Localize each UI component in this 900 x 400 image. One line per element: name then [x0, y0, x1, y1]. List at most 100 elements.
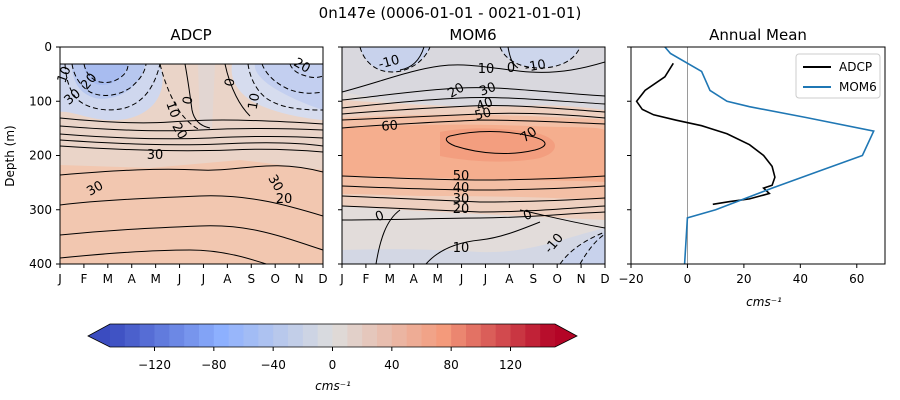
colorbar-cell — [525, 324, 541, 347]
colorbar-cell — [184, 324, 200, 347]
colorbar-cell — [540, 324, 556, 347]
colorbar-cell — [154, 324, 170, 347]
mom6-xtick-label: M — [432, 272, 442, 286]
colorbar-outline — [87, 323, 578, 348]
adcp-clabel-12: 20 — [276, 192, 293, 207]
colorbar-label: cms⁻¹ — [315, 379, 351, 393]
mom6-xtick-label: A — [505, 272, 514, 286]
mom6-contour-lines — [342, 47, 605, 264]
mom6-xtick-label: J — [483, 272, 488, 286]
colorbar-cell — [273, 324, 289, 347]
mom6-clabel-1: -10 — [377, 53, 401, 73]
adcp-clabel-4: 0 — [180, 95, 196, 106]
adcp-title: ADCP — [170, 26, 211, 44]
colorbar-tick-label: 40 — [384, 358, 399, 372]
colorbar-cell — [362, 324, 378, 347]
series-line-mom6 — [664, 47, 875, 264]
mom6-xtick-label: M — [385, 272, 395, 286]
mom6-clabel-12: 40 — [453, 181, 470, 196]
mom6-clabel-8: 50 — [473, 105, 493, 124]
annual-xtick-label: 60 — [849, 272, 864, 286]
mom6-xtick-label: J — [459, 272, 464, 286]
depth-tick-label: 300 — [29, 203, 52, 217]
adcp-negative-contours — [64, 63, 323, 131]
adcp-xtick-label: J — [177, 272, 182, 286]
adcp-y-axis: 0 100 200 300 400 — [29, 40, 60, 271]
mom6-clabel-11: 50 — [453, 169, 470, 184]
mom6-title: MOM6 — [449, 26, 496, 44]
legend-mom6-label: MOM6 — [839, 80, 877, 94]
adcp-xtick-label: A — [128, 272, 137, 286]
mom6-xtick-label: O — [552, 272, 561, 286]
adcp-clabel-10: 0 — [222, 77, 238, 88]
annual-xtick-label: 20 — [736, 272, 751, 286]
adcp-clabel-13: 30 — [84, 178, 106, 199]
adcp-xtick-label: M — [150, 272, 160, 286]
colorbar-cell — [317, 324, 333, 347]
colorbar-cell — [213, 324, 230, 347]
annual-xtick-label: −20 — [618, 272, 643, 286]
depth-tick-label: 100 — [29, 94, 52, 108]
colorbar-cell — [139, 324, 155, 347]
series-line-adcp — [635, 62, 776, 206]
depth-tick-label: 400 — [29, 257, 52, 271]
colorbar-cell — [228, 324, 244, 347]
colorbar-extend-high — [555, 324, 577, 347]
mom6-clabel-6: 30 — [477, 80, 498, 100]
adcp-clabel-5: 10 — [162, 99, 182, 120]
colorbar-cell — [347, 324, 363, 347]
legend: ADCP MOM6 — [795, 53, 881, 99]
colorbar-tick-label: 0 — [329, 358, 337, 372]
adcp-clabel-7: 30 — [147, 148, 164, 163]
mom6-clabel-9: 60 — [381, 118, 399, 134]
colorbar-cell — [451, 324, 467, 347]
annual-xlabel: cms⁻¹ — [746, 295, 782, 309]
colorbar-extend-low — [88, 324, 110, 347]
colorbar-cell — [288, 324, 304, 347]
colorbar-cell — [436, 324, 452, 347]
annual-plot-area — [635, 47, 875, 264]
annual-panel: Annual Mean −20 0 20 40 60 cms⁻¹ ADCP MOM6 — [618, 26, 886, 309]
mom6-xtick-label: J — [339, 272, 344, 286]
annual-y-axis — [627, 46, 631, 265]
mom6-clabel-7: 40 — [474, 95, 495, 115]
mom6-clabel-4: -10 — [524, 57, 548, 75]
colorbar-cell — [466, 324, 482, 347]
mom6-clabel-18: 10 — [453, 241, 470, 256]
suptitle: 0n147e (0006-01-01 - 0021-01-01) — [319, 4, 582, 22]
adcp-xtick-label: F — [80, 272, 87, 286]
annual-xtick-label: 40 — [793, 272, 808, 286]
colorbar-ticks: −120 −80 −40 0 40 80 120 — [138, 347, 522, 372]
adcp-xtick-label: N — [295, 272, 304, 286]
adcp-panel: ADCP — [3, 26, 328, 286]
adcp-clabel-6: 20 — [168, 120, 189, 142]
mom6-clabel-13: 30 — [453, 192, 470, 207]
annual-title: Annual Mean — [709, 26, 807, 44]
colorbar: −120 −80 −40 0 40 80 120 cms⁻¹ — [87, 323, 578, 393]
adcp-clabel-11: 30 — [264, 172, 285, 194]
depth-tick-label: 0 — [44, 40, 52, 54]
adcp-xtick-label: J — [201, 272, 206, 286]
colorbar-cell — [258, 324, 274, 347]
colorbar-cell — [332, 324, 348, 347]
depth-axis-label: Depth (m) — [3, 125, 17, 186]
mom6-clabel-14: 20 — [453, 202, 470, 217]
colorbar-cells — [110, 324, 556, 347]
adcp-xtick-label: J — [57, 272, 62, 286]
colorbar-cell — [124, 324, 141, 347]
colorbar-cell — [480, 324, 497, 347]
depth-tick-label: 200 — [29, 149, 52, 163]
mom6-panel: MOM6 — [338, 26, 610, 286]
mom6-clabel-2: 10 — [478, 62, 495, 77]
adcp-xtick-label: D — [318, 272, 327, 286]
colorbar-tick-label: −40 — [261, 358, 286, 372]
colorbar-cell — [377, 324, 393, 347]
adcp-xtick-label: S — [247, 272, 255, 286]
mom6-xtick-label: N — [577, 272, 586, 286]
colorbar-cell — [495, 324, 511, 347]
mom6-negative-contours — [359, 47, 605, 264]
mom6-clabel-3: 0 — [507, 61, 515, 76]
